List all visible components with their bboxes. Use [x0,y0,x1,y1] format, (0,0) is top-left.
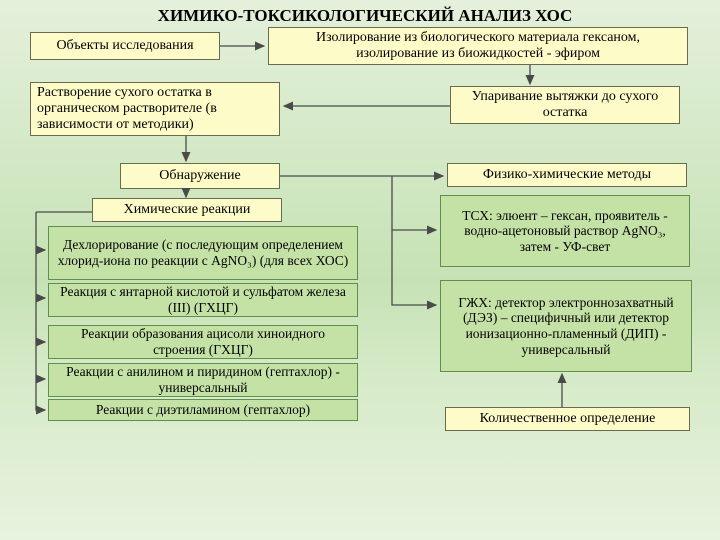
node-label: Реакции с анилином и пиридином (гептахло… [55,364,351,395]
node-r2: Реакция с янтарной кислотой и сульфатом … [48,283,358,317]
node-isol: Изолирование из биологического материала… [268,27,688,65]
node-r3: Реакции образования ацисоли хиноидного с… [48,325,358,359]
node-r5: Реакции с диэтиламином (гептахлор) [48,399,358,421]
node-r4: Реакции с анилином и пиридином (гептахло… [48,363,358,397]
node-label: Упаривание вытяжки до сухого остатка [457,89,673,121]
node-label: Количественное определение [480,411,656,427]
node-gjh: ГЖХ: детектор электроннозахватный (ДЭЗ) … [440,280,692,372]
node-kol: Количественное определение [445,407,690,431]
node-label: Изолирование из биологического материала… [275,30,681,62]
node-label: Реакции образования ацисоли хиноидного с… [55,326,351,357]
node-label: Обнаружение [159,168,240,184]
node-label: ТСХ: элюент – гексан, проявитель - водно… [447,208,683,255]
node-label: Физико-химические методы [483,167,651,183]
page-title: ХИМИКО-ТОКСИКОЛОГИЧЕСКИЙ АНАЛИЗ ХОС [130,6,600,26]
node-hr: Химические реакции [92,198,282,222]
node-upar: Упаривание вытяжки до сухого остатка [450,86,680,124]
node-fhm: Физико-химические методы [447,163,687,187]
node-label: Объекты исследования [56,38,193,54]
node-r1: Дехлорирование (с последующим определени… [48,226,358,280]
node-label: Реакция с янтарной кислотой и сульфатом … [55,284,351,315]
node-label: Растворение сухого остатка в органическо… [37,85,273,133]
node-obj: Объекты исследования [30,32,220,60]
node-label: ГЖХ: детектор электроннозахватный (ДЭЗ) … [447,295,685,357]
node-rastv: Растворение сухого остатка в органическо… [30,82,280,136]
node-label: Реакции с диэтиламином (гептахлор) [96,402,310,418]
node-label: Химические реакции [124,202,251,218]
node-tsx: ТСХ: элюент – гексан, проявитель - водно… [440,195,690,267]
node-label: Дехлорирование (с последующим определени… [55,237,351,268]
node-obnar: Обнаружение [120,163,280,189]
